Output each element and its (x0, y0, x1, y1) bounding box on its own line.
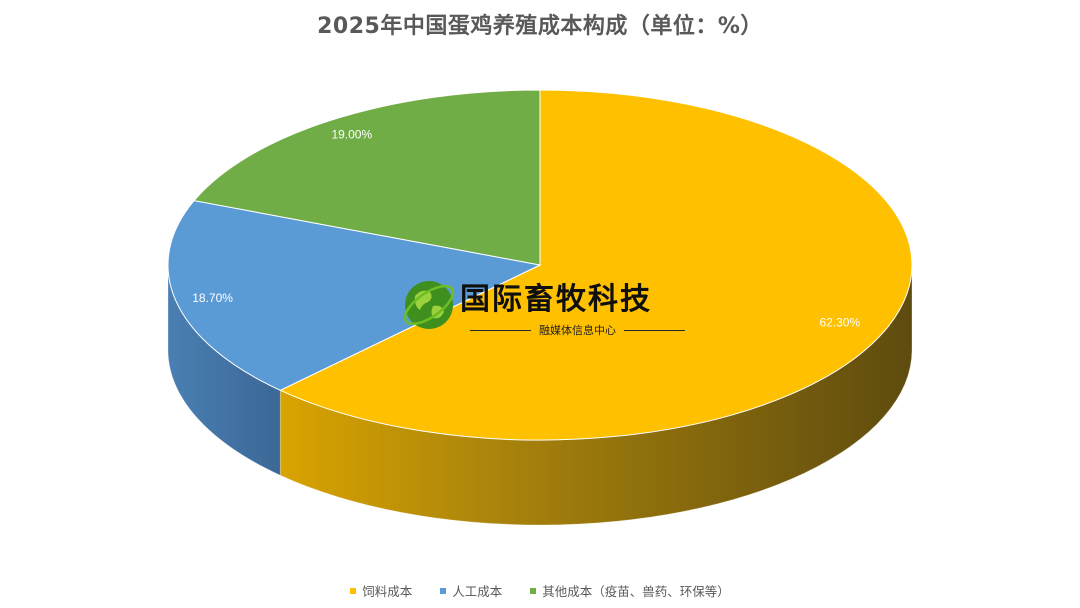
legend-label-feed: 饲料成本 (362, 584, 413, 599)
watermark-subtitle: 融媒体信息中心 (539, 324, 616, 337)
globe-icon (403, 281, 455, 329)
legend-label-labor: 人工成本 (452, 584, 503, 599)
data-label-feed: 62.30% (819, 315, 860, 329)
chart-legend: 饲料成本 人工成本 其他成本（疫苗、兽药、环保等） (0, 581, 1080, 600)
legend-item-feed: 饲料成本 (350, 581, 412, 600)
legend-item-labor: 人工成本 (440, 581, 502, 600)
chart-title: 2025年中国蛋鸡养殖成本构成（单位：%） (317, 14, 763, 39)
legend-label-other: 其他成本（疫苗、兽药、环保等） (542, 584, 730, 599)
watermark-divider-left (470, 329, 531, 331)
pie-slice-other (193, 89, 541, 266)
watermark-subtitle-row: 融媒体信息中心 (470, 322, 685, 338)
pie-slice-feed (279, 89, 913, 441)
legend-swatch-feed (350, 587, 357, 594)
data-label-other: 19.00% (331, 128, 372, 142)
data-label-labor: 18.70% (192, 291, 233, 305)
watermark-divider-right (624, 329, 685, 331)
watermark-logo: 国际畜牧科技 融媒体信息中心 (400, 272, 690, 342)
watermark-title: 国际畜牧科技 (460, 282, 652, 317)
legend-swatch-other (530, 587, 537, 594)
legend-swatch-labor (440, 587, 447, 594)
legend-item-other: 其他成本（疫苗、兽药、环保等） (530, 581, 730, 600)
